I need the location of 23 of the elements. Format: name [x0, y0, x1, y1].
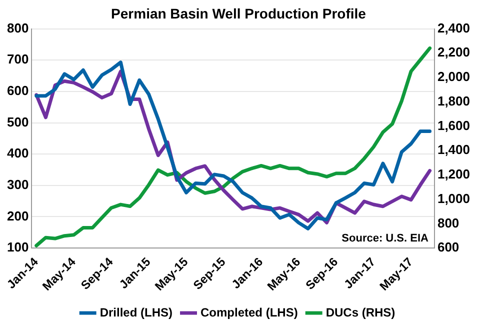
y-tick-label: 200	[6, 208, 29, 224]
y-tick-label: 300	[6, 176, 29, 192]
chart-title: Permian Basin Well Production Profile	[111, 5, 366, 22]
y2-tick-label: 600	[437, 240, 460, 255]
legend-label: Drilled (LHS)	[100, 305, 173, 320]
y-tick-label: 500	[6, 114, 29, 130]
y-tick-label: 700	[6, 52, 29, 67]
y2-tick-label: 1,400	[437, 142, 470, 158]
y2-tick-label: 2,000	[437, 69, 470, 84]
y2-tick-label: 2,200	[437, 44, 470, 60]
annotation: Source: U.S. EIA	[342, 232, 429, 245]
y-tick-label: 100	[6, 240, 29, 255]
y2-tick-label: 1,000	[437, 190, 470, 206]
y2-tick-label: 1,800	[437, 93, 470, 108]
y2-tick-label: 1,200	[437, 166, 470, 182]
legend-label: Completed (LHS)	[200, 305, 298, 320]
y-tick-label: 400	[6, 146, 29, 161]
y2-tick-label: 800	[437, 215, 460, 230]
y-tick-label: 800	[6, 20, 29, 36]
legend-label: DUCs (RHS)	[326, 305, 396, 320]
y-tick-label: 600	[6, 83, 29, 98]
y2-tick-label: 2,400	[437, 20, 470, 36]
y2-tick-label: 1,600	[437, 118, 470, 133]
